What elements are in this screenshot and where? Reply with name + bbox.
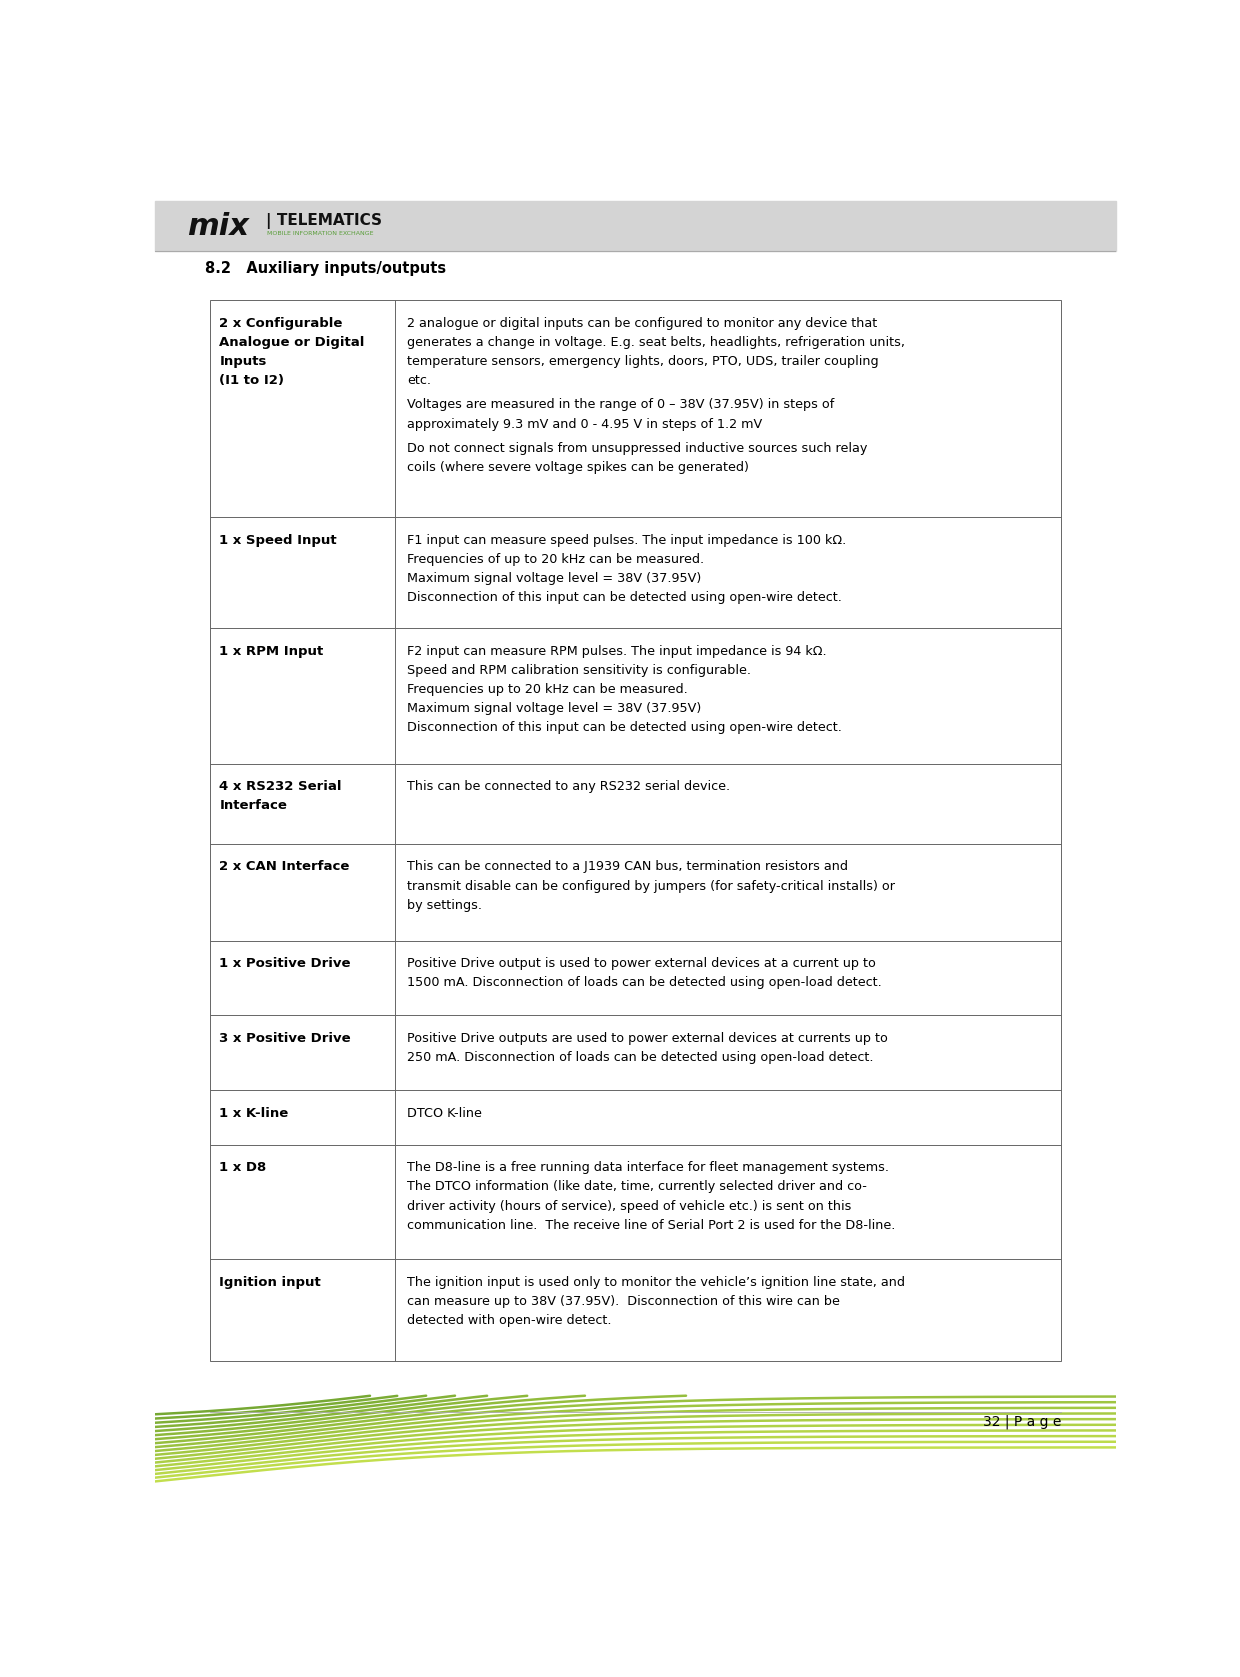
Text: 250 mA. Disconnection of loads can be detected using open-load detect.: 250 mA. Disconnection of loads can be de… (407, 1051, 873, 1065)
Text: communication line.  The receive line of Serial Port 2 is used for the D8-line.: communication line. The receive line of … (407, 1219, 895, 1231)
Text: 1 x RPM Input: 1 x RPM Input (219, 644, 324, 657)
Text: Inputs: Inputs (219, 356, 267, 367)
Text: 1 x Positive Drive: 1 x Positive Drive (219, 958, 351, 971)
Text: Maximum signal voltage level = 38V (37.95V): Maximum signal voltage level = 38V (37.9… (407, 703, 701, 714)
Text: Disconnection of this input can be detected using open-wire detect.: Disconnection of this input can be detec… (407, 721, 842, 735)
Text: Frequencies up to 20 kHz can be measured.: Frequencies up to 20 kHz can be measured… (407, 683, 688, 696)
Bar (155, 201, 1116, 252)
Text: temperature sensors, emergency lights, doors, PTO, UDS, trailer coupling: temperature sensors, emergency lights, d… (407, 356, 879, 367)
Text: This can be connected to a J1939 CAN bus, termination resistors and: This can be connected to a J1939 CAN bus… (407, 860, 848, 874)
Text: The DTCO information (like date, time, currently selected driver and co-: The DTCO information (like date, time, c… (407, 1181, 867, 1194)
Text: This can be connected to any RS232 serial device.: This can be connected to any RS232 seria… (407, 780, 730, 793)
Text: Voltages are measured in the range of 0 – 38V (37.95V) in steps of: Voltages are measured in the range of 0 … (407, 399, 835, 411)
Bar (210, 300, 1061, 1362)
Text: The ignition input is used only to monitor the vehicle’s ignition line state, an: The ignition input is used only to monit… (407, 1276, 905, 1290)
Text: 2 analogue or digital inputs can be configured to monitor any device that: 2 analogue or digital inputs can be conf… (407, 317, 877, 330)
Text: Do not connect signals from unsuppressed inductive sources such relay: Do not connect signals from unsuppressed… (407, 441, 867, 454)
Text: | TELEMATICS: | TELEMATICS (265, 213, 382, 230)
Text: Frequencies of up to 20 kHz can be measured.: Frequencies of up to 20 kHz can be measu… (407, 553, 704, 565)
Text: F2 input can measure RPM pulses. The input impedance is 94 kΩ.: F2 input can measure RPM pulses. The inp… (407, 644, 827, 657)
Text: driver activity (hours of service), speed of vehicle etc.) is sent on this: driver activity (hours of service), spee… (407, 1199, 852, 1212)
Text: The D8-line is a free running data interface for fleet management systems.: The D8-line is a free running data inter… (407, 1160, 889, 1174)
Text: 1500 mA. Disconnection of loads can be detected using open-load detect.: 1500 mA. Disconnection of loads can be d… (407, 976, 882, 989)
Text: Positive Drive output is used to power external devices at a current up to: Positive Drive output is used to power e… (407, 958, 875, 971)
Text: mix: mix (187, 211, 248, 240)
Text: Speed and RPM calibration sensitivity is configurable.: Speed and RPM calibration sensitivity is… (407, 664, 751, 678)
Text: can measure up to 38V (37.95V).  Disconnection of this wire can be: can measure up to 38V (37.95V). Disconne… (407, 1295, 839, 1308)
Text: Maximum signal voltage level = 38V (37.95V): Maximum signal voltage level = 38V (37.9… (407, 572, 701, 585)
Text: generates a change in voltage. E.g. seat belts, headlights, refrigeration units,: generates a change in voltage. E.g. seat… (407, 335, 905, 349)
Text: 2 x Configurable: 2 x Configurable (219, 317, 342, 330)
Text: coils (where severe voltage spikes can be generated): coils (where severe voltage spikes can b… (407, 461, 749, 475)
Text: 32 | P a g e: 32 | P a g e (983, 1414, 1061, 1429)
Text: by settings.: by settings. (407, 899, 482, 912)
Text: F1 input can measure speed pulses. The input impedance is 100 kΩ.: F1 input can measure speed pulses. The i… (407, 533, 846, 547)
Text: 2 x CAN Interface: 2 x CAN Interface (219, 860, 350, 874)
Text: 3 x Positive Drive: 3 x Positive Drive (219, 1031, 351, 1045)
Text: Positive Drive outputs are used to power external devices at currents up to: Positive Drive outputs are used to power… (407, 1031, 888, 1045)
Text: Analogue or Digital: Analogue or Digital (219, 335, 365, 349)
Text: 1 x K-line: 1 x K-line (219, 1107, 289, 1120)
Text: etc.: etc. (407, 374, 432, 387)
Text: DTCO K-line: DTCO K-line (407, 1107, 482, 1120)
Text: 8.2   Auxiliary inputs/outputs: 8.2 Auxiliary inputs/outputs (205, 262, 446, 277)
Text: detected with open-wire detect.: detected with open-wire detect. (407, 1315, 611, 1328)
Text: Interface: Interface (219, 800, 288, 812)
Text: MOBILE INFORMATION EXCHANGE: MOBILE INFORMATION EXCHANGE (268, 231, 374, 236)
Text: Disconnection of this input can be detected using open-wire detect.: Disconnection of this input can be detec… (407, 590, 842, 604)
Text: 1 x D8: 1 x D8 (219, 1160, 267, 1174)
Text: transmit disable can be configured by jumpers (for safety-critical installs) or: transmit disable can be configured by ju… (407, 879, 895, 892)
Text: Ignition input: Ignition input (219, 1276, 321, 1290)
Text: (I1 to I2): (I1 to I2) (219, 374, 284, 387)
Text: 4 x RS232 Serial: 4 x RS232 Serial (219, 780, 342, 793)
Text: 1 x Speed Input: 1 x Speed Input (219, 533, 337, 547)
Text: approximately 9.3 mV and 0 - 4.95 V in steps of 1.2 mV: approximately 9.3 mV and 0 - 4.95 V in s… (407, 418, 763, 431)
